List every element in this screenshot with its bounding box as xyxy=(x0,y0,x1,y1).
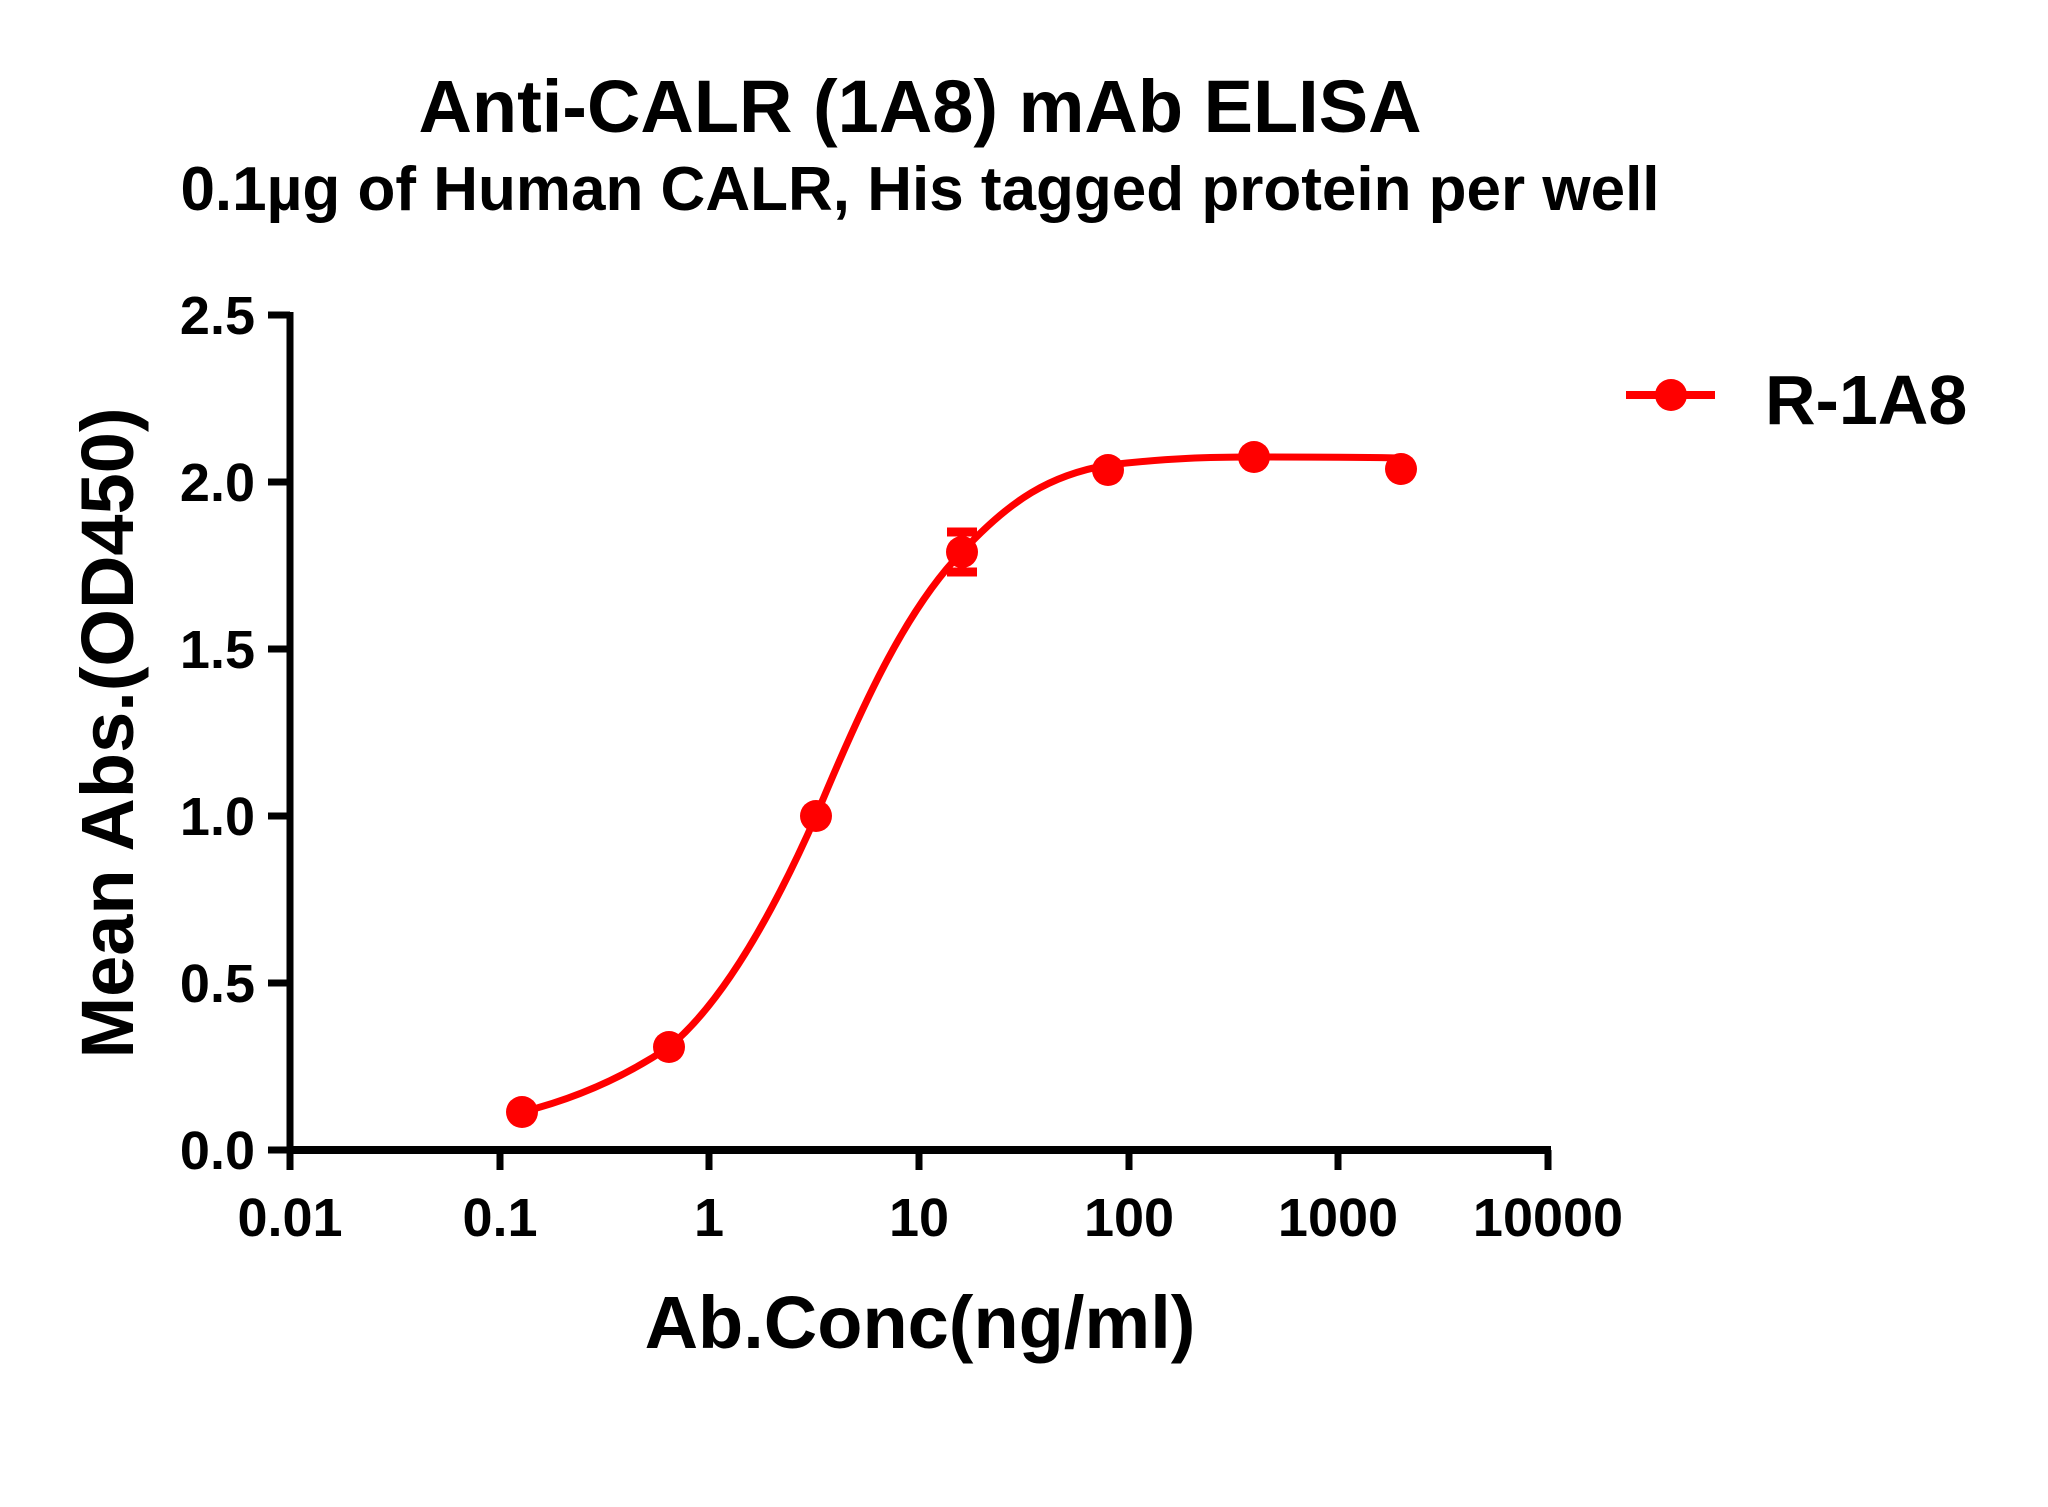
y-tick-label: 1.0 xyxy=(180,787,255,847)
x-tick-label: 0.1 xyxy=(462,1188,537,1248)
x-tick-label: 10000 xyxy=(1473,1188,1623,1248)
x-axis-title: Ab.Conc(ng/ml) xyxy=(645,1281,1196,1364)
data-point xyxy=(653,1031,685,1063)
chart-subtitle: 0.1µg of Human CALR, His tagged protein … xyxy=(180,155,1660,224)
x-tick-label: 100 xyxy=(1084,1188,1174,1248)
x-tick-label: 10 xyxy=(889,1188,949,1248)
y-tick-label: 1.5 xyxy=(180,620,255,680)
x-tick-label: 1000 xyxy=(1278,1188,1398,1248)
y-tick-label: 0.0 xyxy=(180,1121,255,1181)
legend: R-1A8 xyxy=(1626,361,1967,439)
x-tick-label: 0.01 xyxy=(237,1188,342,1248)
y-axis: 2.5 2.0 1.5 1.0 0.5 0.0 Mean Abs.(OD450) xyxy=(66,286,294,1181)
y-tick-label: 2.5 xyxy=(180,286,255,346)
data-point xyxy=(1092,454,1124,486)
data-point xyxy=(946,536,978,568)
data-point xyxy=(1238,441,1270,473)
data-point xyxy=(800,800,832,832)
series-r-1a8 xyxy=(506,441,1417,1128)
data-point xyxy=(1385,453,1417,485)
line-circle-marker-icon xyxy=(1626,379,1715,411)
data-point xyxy=(506,1096,538,1128)
y-tick-label: 0.5 xyxy=(180,954,255,1014)
y-axis-title: Mean Abs.(OD450) xyxy=(66,407,149,1058)
x-axis: 0.01 0.1 1 10 100 1000 10000 Ab.Conc(ng/… xyxy=(237,1146,1623,1364)
chart-title: Anti-CALR (1A8) mAb ELISA xyxy=(418,65,1422,148)
legend-label: R-1A8 xyxy=(1765,361,1967,439)
y-tick-label: 2.0 xyxy=(180,453,255,513)
x-tick-label: 1 xyxy=(694,1188,724,1248)
